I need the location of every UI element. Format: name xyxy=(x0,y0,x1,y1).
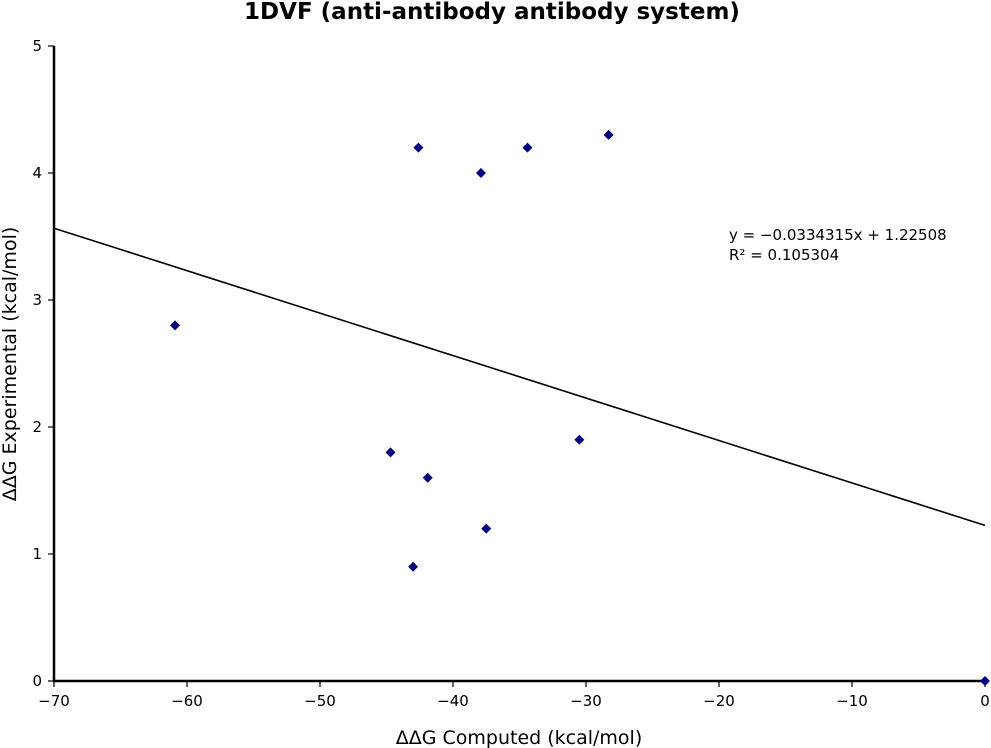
data-point xyxy=(170,320,181,331)
x-tick-label: −10 xyxy=(836,692,868,710)
y-tick-label: 5 xyxy=(32,37,42,55)
x-ticks: −70 −60 −50 −40 −30 −20 −10 0 xyxy=(38,681,990,710)
fit-line-group xyxy=(53,227,986,527)
x-axis-label: ΔΔG Computed (kcal/mol) xyxy=(396,727,643,748)
axes xyxy=(52,46,985,683)
x-tick-label: −40 xyxy=(437,692,469,710)
data-point xyxy=(475,168,486,178)
data-point xyxy=(413,142,424,153)
x-tick-label: 0 xyxy=(980,692,990,710)
data-point xyxy=(481,523,492,534)
x-tick-label: −20 xyxy=(703,692,735,710)
x-tick-label: −70 xyxy=(38,692,70,710)
y-tick-label: 1 xyxy=(32,545,42,563)
data-point xyxy=(422,472,433,483)
data-point xyxy=(574,434,585,445)
x-tick-label: −50 xyxy=(304,692,336,710)
fit-line xyxy=(53,227,986,527)
y-tick-label: 4 xyxy=(32,164,42,182)
r-squared: R² = 0.105304 xyxy=(729,246,839,264)
x-tick-label: −60 xyxy=(171,692,203,710)
y-tick-label: 3 xyxy=(32,291,42,309)
data-points xyxy=(170,129,990,686)
y-axis-label: ΔΔG Experimental (kcal/mol) xyxy=(0,227,21,502)
regression-equation: y = −0.0334315x + 1.22508 xyxy=(729,226,947,244)
x-tick-label: −30 xyxy=(570,692,602,710)
y-ticks: 0 1 2 3 4 5 xyxy=(32,37,54,690)
chart-title: 1DVF (anti-antibody antibody system) xyxy=(244,0,740,25)
data-point xyxy=(408,561,419,572)
y-tick-label: 2 xyxy=(32,418,42,436)
data-point xyxy=(522,142,533,153)
data-point xyxy=(603,129,614,140)
data-point xyxy=(980,676,990,686)
data-point xyxy=(385,447,396,458)
y-tick-label: 0 xyxy=(32,672,42,690)
